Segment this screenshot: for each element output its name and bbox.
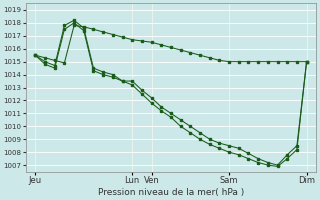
X-axis label: Pression niveau de la mer( hPa ): Pression niveau de la mer( hPa ): [98, 188, 244, 197]
